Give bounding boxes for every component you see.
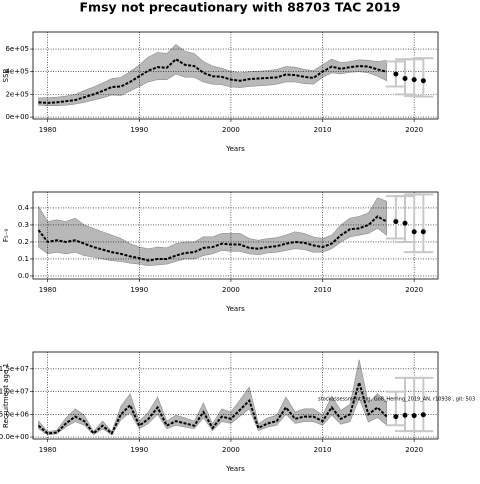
x-tick-label: 2000 xyxy=(222,446,240,454)
y-axis-label: SSB xyxy=(2,68,10,82)
x-tick-label: 2010 xyxy=(314,286,332,294)
confidence-band xyxy=(38,44,387,107)
x-tick-label: 2020 xyxy=(405,126,423,134)
forecast-point xyxy=(402,76,408,82)
x-axis-label: Years xyxy=(225,305,245,313)
y-tick-label: 4e+05 xyxy=(5,68,29,76)
x-tick-label: 1990 xyxy=(130,446,148,454)
y-tick-label: 0.4 xyxy=(18,204,30,212)
forecast-point xyxy=(393,219,399,225)
x-axis-label: Years xyxy=(225,465,245,473)
forecast-point xyxy=(402,220,408,226)
forecast-point xyxy=(411,413,417,419)
y-tick-label: 0.2 xyxy=(18,238,29,246)
x-tick-label: 1980 xyxy=(39,126,57,134)
x-tick-label: 2020 xyxy=(405,286,423,294)
y-tick-label: 2e+05 xyxy=(5,90,29,98)
y-tick-label: 1.5e+07 xyxy=(0,365,29,373)
plot-frame xyxy=(32,351,439,440)
y-tick-label: 0e+00 xyxy=(5,113,29,121)
y-tick-label: 0.1 xyxy=(18,255,29,263)
forecast-point xyxy=(393,71,399,77)
y-tick-label: 5.0e+06 xyxy=(0,410,30,418)
forecast-point xyxy=(411,77,417,83)
forecast-point xyxy=(420,78,426,84)
forecast-point xyxy=(402,412,408,418)
confidence-band xyxy=(38,197,387,267)
forecast-point xyxy=(420,412,426,418)
y-tick-label: 0.0 xyxy=(18,272,29,280)
x-tick-label: 2010 xyxy=(314,126,332,134)
x-tick-label: 2000 xyxy=(222,126,240,134)
x-tick-label: 2000 xyxy=(222,286,240,294)
x-axis-label: Years xyxy=(225,145,245,153)
forecast-point xyxy=(393,414,399,420)
plot-frame xyxy=(32,31,439,120)
x-tick-label: 1980 xyxy=(39,446,57,454)
x-tick-label: 1990 xyxy=(130,286,148,294)
y-axis-label: F₅₋₉ xyxy=(2,229,10,243)
forecast-point xyxy=(411,229,417,235)
y-tick-label: 0.3 xyxy=(18,221,29,229)
y-tick-label: 1.0e+07 xyxy=(0,388,29,396)
x-tick-label: 2020 xyxy=(405,446,423,454)
forecast-point xyxy=(420,229,426,235)
estimate-line xyxy=(38,57,387,104)
y-tick-label: 6e+05 xyxy=(5,45,29,53)
chart-title: Fmsy not precautionary with 88703 TAC 20… xyxy=(80,0,401,15)
y-axis-label: Recruitment age 1 xyxy=(2,363,10,428)
estimate-line xyxy=(37,378,388,436)
x-tick-label: 1990 xyxy=(130,126,148,134)
y-tick-label: 0.0e+00 xyxy=(0,433,29,441)
estimate-line xyxy=(37,215,388,262)
x-tick-label: 1980 xyxy=(39,286,57,294)
annotation: stockassessment.org, Go8_Herring_2019_AN… xyxy=(318,397,475,403)
plot-frame xyxy=(32,191,439,280)
x-tick-label: 2010 xyxy=(314,446,332,454)
